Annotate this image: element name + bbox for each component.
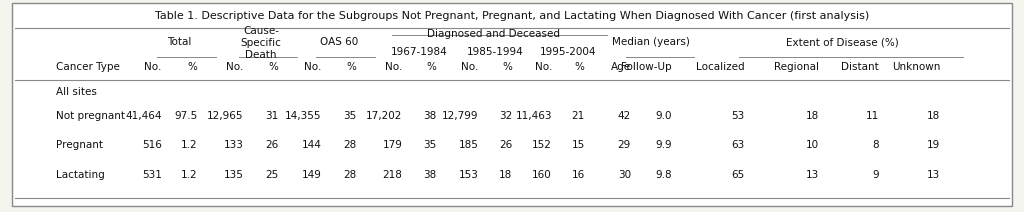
Text: 97.5: 97.5: [174, 110, 198, 121]
Text: Unknown: Unknown: [892, 62, 940, 72]
Text: 32: 32: [499, 110, 512, 121]
Text: OAS 60: OAS 60: [319, 37, 358, 47]
Text: No.: No.: [535, 62, 552, 72]
Text: No.: No.: [461, 62, 478, 72]
Text: 185: 185: [459, 140, 478, 150]
Text: 29: 29: [617, 140, 631, 150]
Text: 19: 19: [927, 140, 940, 150]
Text: 12,799: 12,799: [441, 110, 478, 121]
Text: 9.0: 9.0: [655, 110, 672, 121]
Text: 135: 135: [224, 170, 244, 180]
Text: 1.2: 1.2: [181, 140, 198, 150]
Text: 12,965: 12,965: [207, 110, 244, 121]
Text: No.: No.: [226, 62, 244, 72]
Text: 26: 26: [265, 140, 279, 150]
Text: 516: 516: [142, 140, 162, 150]
Text: 1995-2004: 1995-2004: [540, 47, 597, 57]
Text: 13: 13: [806, 170, 819, 180]
Text: 18: 18: [927, 110, 940, 121]
Text: Distant: Distant: [841, 62, 879, 72]
Text: %: %: [426, 62, 436, 72]
Text: Total: Total: [168, 37, 191, 47]
Text: Diagnosed and Deceased: Diagnosed and Deceased: [427, 29, 560, 39]
Text: No.: No.: [304, 62, 322, 72]
Text: 17,202: 17,202: [366, 110, 402, 121]
Text: 31: 31: [265, 110, 279, 121]
Text: 1967-1984: 1967-1984: [391, 47, 447, 57]
Text: 21: 21: [571, 110, 585, 121]
Text: Lactating: Lactating: [56, 170, 105, 180]
Text: Cancer Type: Cancer Type: [56, 62, 120, 72]
Text: Age: Age: [610, 62, 631, 72]
Text: No.: No.: [385, 62, 402, 72]
Text: Extent of Disease (%): Extent of Disease (%): [785, 37, 899, 47]
Text: 13: 13: [927, 170, 940, 180]
FancyBboxPatch shape: [12, 3, 1012, 206]
Text: 133: 133: [224, 140, 244, 150]
Text: 35: 35: [423, 140, 436, 150]
Text: Table 1. Descriptive Data for the Subgroups Not Pregnant, Pregnant, and Lactatin: Table 1. Descriptive Data for the Subgro…: [155, 11, 869, 21]
Text: 1.2: 1.2: [181, 170, 198, 180]
Text: 38: 38: [423, 170, 436, 180]
Text: 160: 160: [532, 170, 552, 180]
Text: 18: 18: [499, 170, 512, 180]
Text: 8: 8: [872, 140, 879, 150]
Text: 1985-1994: 1985-1994: [467, 47, 523, 57]
Text: 218: 218: [383, 170, 402, 180]
Text: 9.9: 9.9: [655, 140, 672, 150]
Text: 30: 30: [617, 170, 631, 180]
Text: Median (years): Median (years): [612, 37, 690, 47]
Text: Localized: Localized: [696, 62, 744, 72]
Text: 15: 15: [571, 140, 585, 150]
Text: 9: 9: [872, 170, 879, 180]
Text: 14,355: 14,355: [285, 110, 322, 121]
Text: 153: 153: [459, 170, 478, 180]
Text: %: %: [187, 62, 198, 72]
Text: %: %: [268, 62, 279, 72]
Text: 11,463: 11,463: [515, 110, 552, 121]
Text: Regional: Regional: [774, 62, 819, 72]
Text: %: %: [502, 62, 512, 72]
Text: 63: 63: [731, 140, 744, 150]
Text: 35: 35: [343, 110, 356, 121]
Text: 28: 28: [343, 170, 356, 180]
Text: Cause-
Specific
Death: Cause- Specific Death: [241, 26, 282, 60]
Text: No.: No.: [144, 62, 162, 72]
Text: 10: 10: [806, 140, 819, 150]
Text: 41,464: 41,464: [125, 110, 162, 121]
Text: 53: 53: [731, 110, 744, 121]
Text: Follow-Up: Follow-Up: [622, 62, 672, 72]
Text: %: %: [346, 62, 356, 72]
Text: All sites: All sites: [56, 87, 97, 97]
Text: 18: 18: [806, 110, 819, 121]
Text: 152: 152: [532, 140, 552, 150]
Text: 25: 25: [265, 170, 279, 180]
Text: 9.8: 9.8: [655, 170, 672, 180]
Text: 531: 531: [142, 170, 162, 180]
Text: 149: 149: [302, 170, 322, 180]
Text: Pregnant: Pregnant: [56, 140, 103, 150]
Text: 65: 65: [731, 170, 744, 180]
Text: %: %: [574, 62, 585, 72]
Text: 38: 38: [423, 110, 436, 121]
Text: 11: 11: [865, 110, 879, 121]
Text: 144: 144: [302, 140, 322, 150]
Text: Not pregnant: Not pregnant: [56, 110, 125, 121]
Text: 28: 28: [343, 140, 356, 150]
Text: 26: 26: [499, 140, 512, 150]
Text: 16: 16: [571, 170, 585, 180]
Text: 42: 42: [617, 110, 631, 121]
Text: 179: 179: [383, 140, 402, 150]
